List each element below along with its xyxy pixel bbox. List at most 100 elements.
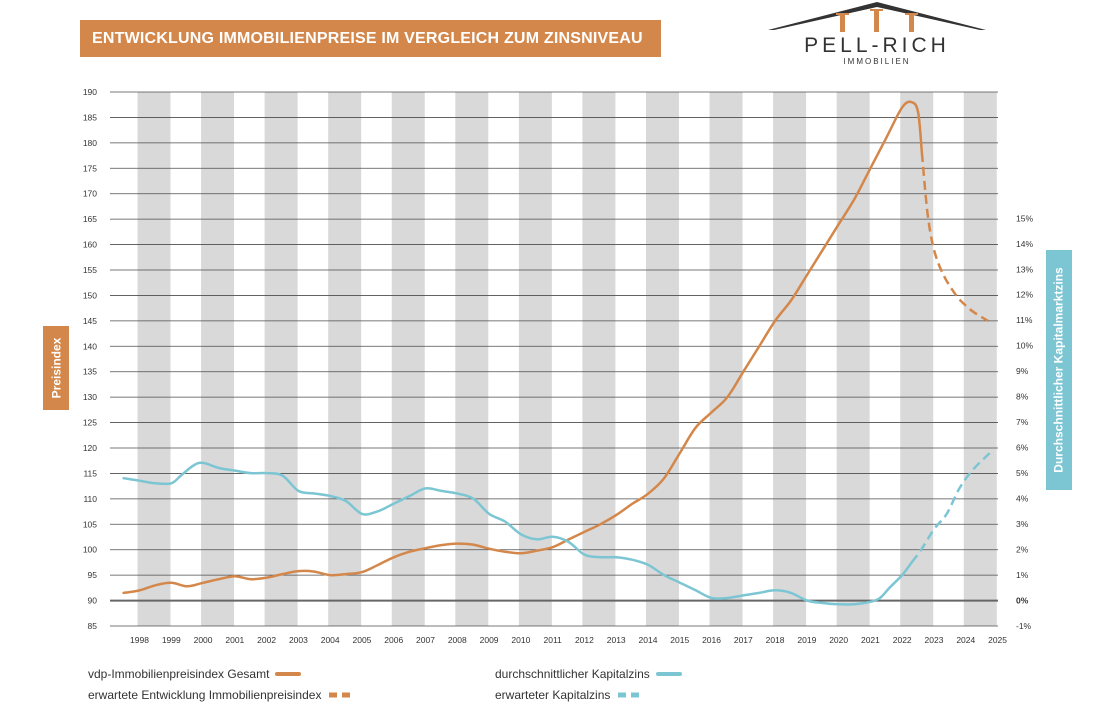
legend-price-expected-label: erwartete Entwicklung Immobilienpreisind… (88, 688, 322, 702)
x-tick-label: 2009 (480, 635, 499, 645)
x-tick-label: 1999 (162, 635, 181, 645)
y-left-tick-label: 190 (83, 87, 97, 97)
x-tick-label: 2012 (575, 635, 594, 645)
x-tick-label: 2014 (639, 635, 658, 645)
x-tick-label: 2007 (416, 635, 435, 645)
x-tick-label: 2021 (861, 635, 880, 645)
y-right-tick-label: 0% (1016, 596, 1029, 606)
logo-name: PELL-RICH (804, 34, 950, 57)
year-band (328, 92, 362, 626)
y-right-tick-label: 9% (1016, 366, 1029, 376)
series-line-price-index-expected (920, 152, 989, 322)
x-tick-label: 2010 (511, 635, 530, 645)
logo-subtitle: IMMOBILIEN (843, 57, 911, 66)
year-band (709, 92, 743, 626)
x-tick-label: 2017 (734, 635, 753, 645)
y-left-tick-label: 85 (88, 621, 98, 631)
year-band (773, 92, 807, 626)
series-line-interest-rate (122, 461, 914, 606)
y-right-tick-label: 2% (1016, 545, 1029, 555)
y-left-tick-label: 120 (83, 443, 97, 453)
y-left-tick-label: 105 (83, 519, 97, 529)
x-tick-label: 2003 (289, 635, 308, 645)
x-tick-label: 2015 (670, 635, 689, 645)
x-tick-label: 2011 (543, 635, 562, 645)
year-band (201, 92, 235, 626)
chart-title-text: ENTWICKLUNG IMMOBILIENPREISE IM VERGLEIC… (92, 29, 643, 47)
y-right-tick-label: 1% (1016, 570, 1029, 580)
y-left-tick-label: 90 (88, 596, 98, 606)
legend-item-price: vdp-Immobilienpreisindex Gesamt (88, 667, 302, 681)
x-tick-label: 2013 (607, 635, 626, 645)
y-left-tick-label: 185 (83, 112, 97, 122)
y-left-tick-label: 170 (83, 189, 97, 199)
x-tick-label: 2016 (702, 635, 721, 645)
series-line-price-index (122, 100, 924, 595)
x-tick-label: 2018 (766, 635, 785, 645)
y-right-tick-label: 5% (1016, 468, 1029, 478)
y-left-tick-label: 150 (83, 290, 97, 300)
year-band (963, 92, 997, 626)
year-band (900, 92, 934, 626)
series-line-interest-rate-expected (910, 449, 994, 564)
x-tick-label: 2008 (448, 635, 467, 645)
y-right-axis-title: Durchschnittlicher Kapitalmarktzins (1046, 250, 1072, 490)
y-right-tick-label: 8% (1016, 392, 1029, 402)
y-left-tick-label: 100 (83, 545, 97, 555)
y-left-tick-label: 140 (83, 341, 97, 351)
y-right-tick-label: 10% (1016, 341, 1033, 351)
year-band (264, 92, 298, 626)
legend-price-swatch (275, 667, 302, 681)
x-tick-label: 1998 (130, 635, 149, 645)
y-right-tick-label: 3% (1016, 519, 1029, 529)
x-tick-label: 2002 (257, 635, 276, 645)
x-tick-label: 2006 (384, 635, 403, 645)
legend-rate-swatch (655, 667, 682, 681)
x-tick-label: 2000 (194, 635, 213, 645)
legend-rate-expected-label: erwarteter Kapitalzins (495, 688, 611, 702)
year-band (645, 92, 679, 626)
x-tick-label: 2025 (988, 635, 1007, 645)
y-left-tick-label: 130 (83, 392, 97, 402)
year-band (518, 92, 552, 626)
legend-price-label: vdp-Immobilienpreisindex Gesamt (88, 667, 270, 681)
x-tick-label: 2022 (893, 635, 912, 645)
y-left-tick-label: 165 (83, 214, 97, 224)
y-left-tick-label: 180 (83, 138, 97, 148)
y-right-tick-label: 4% (1016, 494, 1029, 504)
y-right-tick-label: 6% (1016, 443, 1029, 453)
year-band (137, 92, 171, 626)
chart-title: ENTWICKLUNG IMMOBILIENPREISE IM VERGLEIC… (80, 20, 661, 57)
y-left-tick-label: 115 (83, 468, 97, 478)
y-left-tick-label: 135 (83, 367, 97, 377)
y-right-tick-label: 11% (1016, 315, 1033, 325)
y-right-tick-label: 7% (1016, 417, 1029, 427)
x-tick-label: 2001 (225, 635, 244, 645)
y-left-tick-label: 95 (88, 570, 98, 580)
legend-price-expected-swatch (327, 688, 353, 702)
y-left-tick-label: 175 (83, 163, 97, 173)
y-left-tick-label: 160 (83, 240, 97, 250)
x-tick-label: 2024 (956, 635, 975, 645)
legend-item-price-expected: erwartete Entwicklung Immobilienpreisind… (88, 688, 353, 702)
legend-item-rate-expected: erwarteter Kapitalzins (495, 688, 642, 702)
company-logo: PELL-RICH IMMOBILIEN (766, 0, 988, 70)
x-tick-label: 2020 (829, 635, 848, 645)
y-left-tick-label: 155 (83, 265, 97, 275)
y-right-tick-label: 15% (1016, 213, 1033, 223)
year-band (836, 92, 870, 626)
y-left-tick-label: 125 (83, 418, 97, 428)
y-right-tick-label: 13% (1016, 264, 1033, 274)
x-tick-label: 2023 (925, 635, 944, 645)
y-left-tick-label: 110 (83, 494, 97, 504)
year-band (455, 92, 489, 626)
y-right-tick-label: -1% (1016, 621, 1032, 631)
x-tick-label: 2019 (797, 635, 816, 645)
legend-rate-expected-swatch (616, 688, 642, 702)
y-right-tick-label: 14% (1016, 239, 1033, 249)
year-band (391, 92, 425, 626)
y-right-tick-label: 12% (1016, 290, 1033, 300)
year-band (582, 92, 616, 626)
house-roof-icon (768, 2, 986, 32)
